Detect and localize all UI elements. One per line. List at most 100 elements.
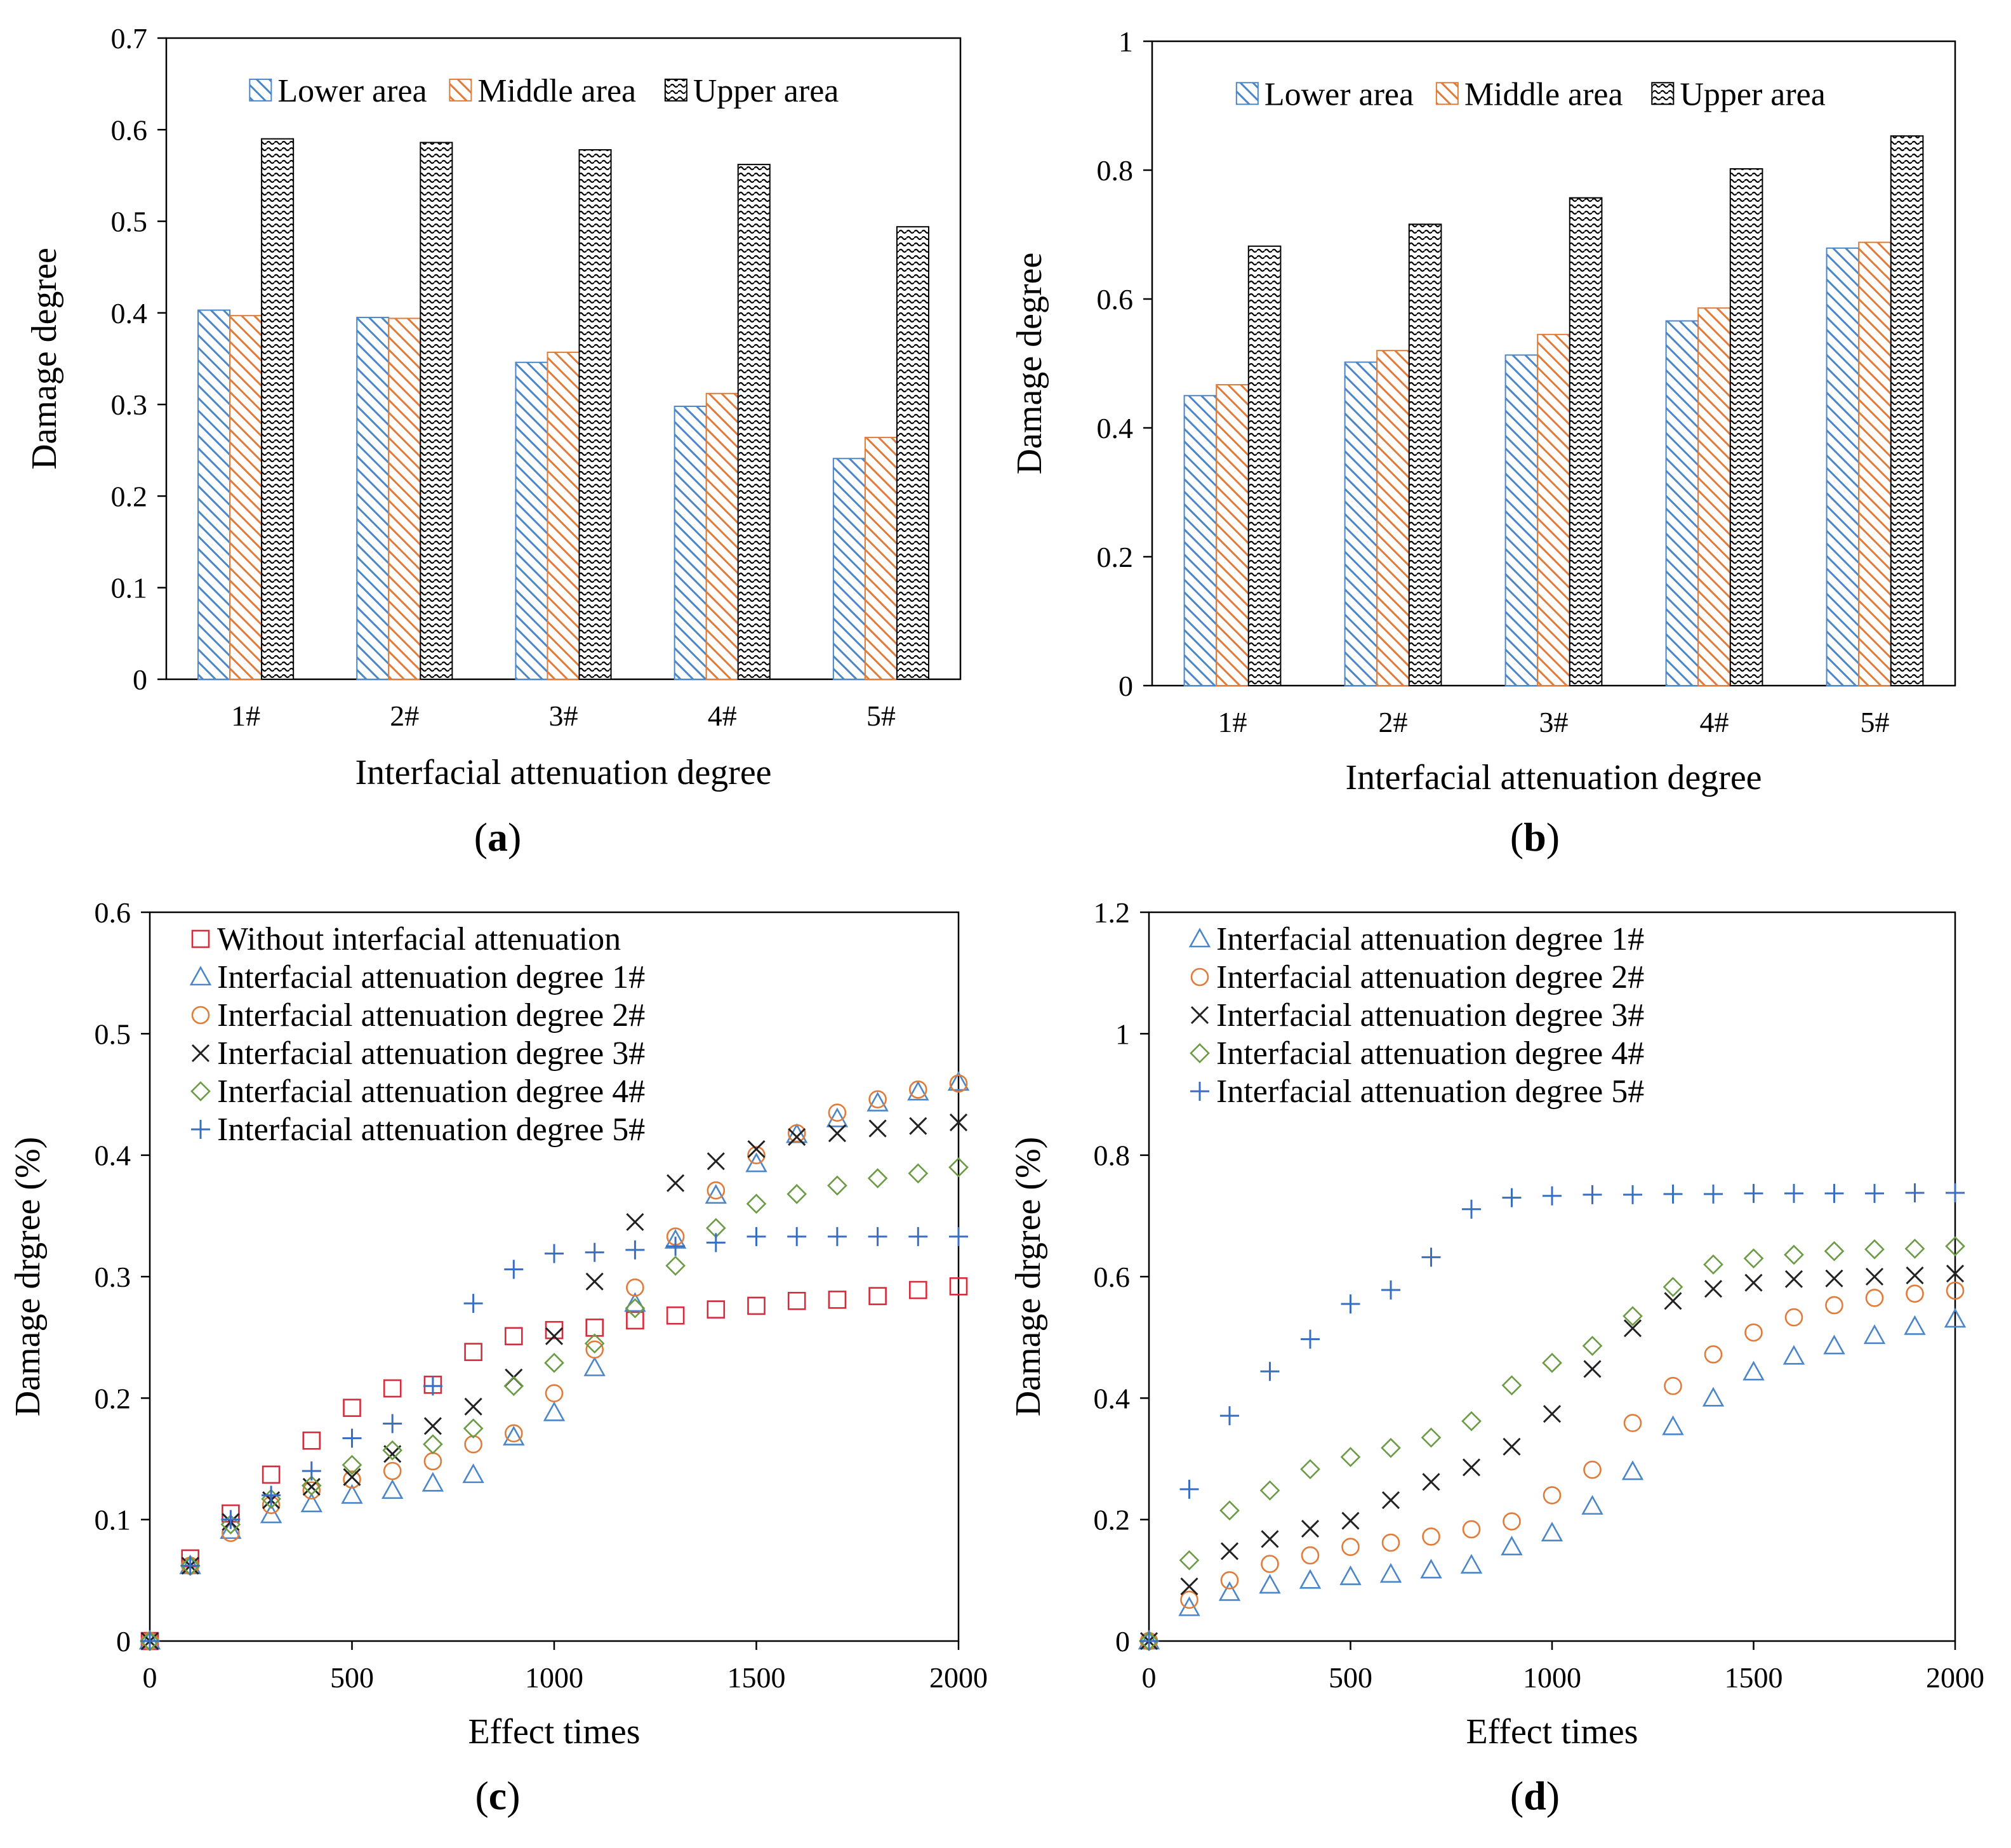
marker-diamond bbox=[1904, 1239, 1925, 1259]
marker-triangle bbox=[1702, 1386, 1725, 1407]
x-tick-label: 1500 bbox=[727, 1661, 786, 1694]
y-tick-label: 0.1 bbox=[111, 572, 148, 604]
x-tick-label: 2000 bbox=[929, 1661, 988, 1694]
bar-upper-area bbox=[1890, 135, 1924, 686]
marker-circle bbox=[1503, 1512, 1521, 1531]
marker-x bbox=[1381, 1491, 1400, 1510]
marker-plus bbox=[1704, 1184, 1723, 1204]
marker-circle bbox=[1906, 1284, 1924, 1303]
x-tick-label: 3# bbox=[549, 700, 578, 732]
marker-x bbox=[1744, 1273, 1763, 1292]
legend-label: Middle area bbox=[477, 73, 636, 109]
x-tick-label: 2000 bbox=[1926, 1661, 1984, 1694]
marker-diamond bbox=[1501, 1375, 1522, 1396]
marker-square bbox=[747, 1296, 766, 1315]
marker-x bbox=[1190, 1006, 1209, 1025]
marker-circle bbox=[1422, 1527, 1440, 1546]
bar-lower-area bbox=[515, 361, 548, 680]
marker-plus bbox=[545, 1244, 564, 1263]
caption-close: ) bbox=[507, 1773, 520, 1818]
y-tick-label: 0.3 bbox=[111, 389, 148, 421]
marker-plus bbox=[1623, 1185, 1642, 1204]
bar-upper-area bbox=[261, 138, 295, 680]
caption-letter: c bbox=[489, 1773, 507, 1818]
marker-circle bbox=[1744, 1323, 1763, 1342]
marker-diamond bbox=[544, 1353, 564, 1373]
y-tick-label: 0.4 bbox=[111, 297, 148, 329]
x-tick-label: 0 bbox=[1142, 1661, 1157, 1694]
marker-circle bbox=[1462, 1520, 1481, 1539]
legend-label: Interfacial attenuation degree 5# bbox=[217, 1112, 645, 1148]
bar-lower-area bbox=[1504, 354, 1539, 686]
marker-diamond bbox=[1190, 1043, 1210, 1063]
marker-diamond bbox=[1945, 1236, 1965, 1257]
bar-upper-area bbox=[737, 164, 771, 681]
marker-plus bbox=[1502, 1188, 1522, 1207]
legend-swatch bbox=[449, 78, 472, 102]
bar-upper-area bbox=[578, 149, 612, 680]
bar-lower-area bbox=[832, 458, 866, 680]
y-tick-label: 0.5 bbox=[95, 1018, 131, 1050]
marker-plus bbox=[180, 1556, 200, 1576]
x-tick-label: 0 bbox=[143, 1661, 157, 1694]
marker-circle bbox=[464, 1435, 482, 1454]
marker-square bbox=[545, 1320, 564, 1339]
marker-plus bbox=[1583, 1185, 1602, 1204]
caption-a: (a) bbox=[474, 814, 522, 860]
legend-swatch bbox=[1651, 82, 1675, 105]
y-tick-label: 0.4 bbox=[1097, 412, 1134, 444]
marker-square bbox=[787, 1291, 806, 1310]
marker-square bbox=[504, 1327, 523, 1346]
marker-diamond bbox=[786, 1184, 807, 1204]
y-tick-label: 0.3 bbox=[95, 1261, 131, 1293]
bar-upper-area bbox=[1408, 223, 1442, 686]
marker-plus bbox=[747, 1226, 766, 1246]
marker-triangle bbox=[421, 1472, 444, 1492]
series-triangle bbox=[138, 1071, 970, 1650]
marker-triangle bbox=[624, 1292, 646, 1312]
y-tick-label: 0.2 bbox=[1094, 1504, 1131, 1536]
marker-x bbox=[585, 1272, 604, 1291]
marker-circle bbox=[545, 1384, 564, 1402]
marker-square bbox=[302, 1432, 321, 1450]
y-tick-label: 0.4 bbox=[1094, 1382, 1131, 1414]
marker-square bbox=[343, 1399, 361, 1417]
legend-label: Interfacial attenuation degree 1# bbox=[1216, 921, 1644, 957]
marker-circle bbox=[191, 1006, 210, 1025]
marker-diamond bbox=[301, 1475, 322, 1496]
marker-circle bbox=[423, 1452, 442, 1471]
marker-x bbox=[1784, 1270, 1803, 1288]
y-tick-label: 0.4 bbox=[95, 1140, 131, 1172]
marker-triangle bbox=[1823, 1334, 1845, 1355]
marker-plus bbox=[868, 1226, 887, 1246]
marker-plus bbox=[1190, 1082, 1209, 1101]
series-plus bbox=[1139, 1183, 1965, 1651]
caption-b: (b) bbox=[1510, 814, 1560, 860]
marker-x bbox=[464, 1397, 482, 1416]
marker-circle bbox=[1301, 1546, 1320, 1565]
marker-plus bbox=[827, 1226, 847, 1246]
y-tick-label: 1 bbox=[1118, 25, 1133, 58]
marker-diamond bbox=[423, 1434, 443, 1454]
marker-x bbox=[1422, 1473, 1440, 1491]
caption-open: ( bbox=[475, 1773, 488, 1818]
marker-diamond bbox=[1219, 1500, 1240, 1521]
caption-close: ) bbox=[1546, 814, 1560, 860]
marker-circle bbox=[302, 1481, 321, 1500]
legend-label: Interfacial attenuation degree 2# bbox=[217, 997, 645, 1034]
x-axis-label: Interfacial attenuation degree bbox=[355, 753, 771, 792]
marker-plus bbox=[1462, 1199, 1481, 1219]
marker-plus bbox=[1301, 1329, 1320, 1349]
marker-diamond bbox=[948, 1157, 969, 1178]
caption-close: ) bbox=[1546, 1773, 1560, 1818]
marker-x bbox=[1462, 1458, 1481, 1477]
marker-triangle bbox=[705, 1184, 727, 1204]
y-tick-label: 0 bbox=[116, 1625, 131, 1658]
marker-triangle bbox=[503, 1425, 525, 1446]
marker-diamond bbox=[1259, 1480, 1280, 1501]
marker-diamond bbox=[220, 1514, 241, 1535]
marker-triangle bbox=[381, 1479, 404, 1499]
marker-circle bbox=[626, 1278, 644, 1297]
bar-lower-area bbox=[1183, 395, 1218, 686]
marker-diamond bbox=[1743, 1248, 1764, 1269]
